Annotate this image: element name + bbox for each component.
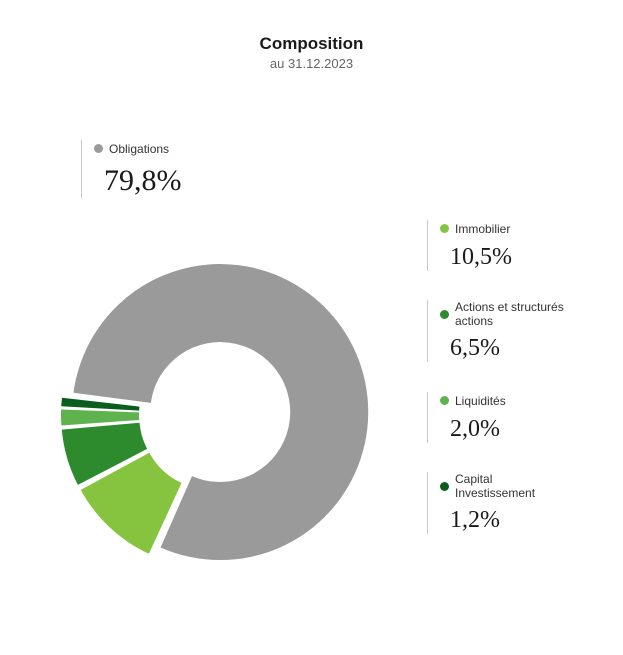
donut-slice [61,409,139,425]
legend-item: Obligations 79,8% [81,140,182,198]
legend-label: Liquidités [455,394,506,408]
legend-value: 1,2% [440,507,575,534]
legend-item: Liquidités 2,0% [427,392,506,443]
legend-swatch-icon [440,310,449,319]
legend-item: Capital Investissement 1,2% [427,472,575,534]
chart-subtitle: au 31.12.2023 [0,56,623,71]
legend-label-row: Obligations [94,140,182,158]
composition-donut-chart [57,257,373,573]
legend-item: Immobilier 10,5% [427,220,512,271]
legend-label-row: Immobilier [440,220,512,238]
chart-header: Composition au 31.12.2023 [0,0,623,71]
legend-value: 2,0% [440,416,506,443]
legend-label: Capital Investissement [455,472,575,501]
legend-value: 79,8% [94,164,182,198]
legend-value: 10,5% [440,244,512,271]
legend-swatch-icon [440,482,449,491]
legend-swatch-icon [94,144,103,153]
legend-label-row: Liquidités [440,392,506,410]
legend-swatch-icon [440,224,449,233]
chart-title: Composition [0,34,623,54]
legend-item: Actions et structurés actions 6,5% [427,300,575,362]
legend-label: Immobilier [455,222,510,236]
legend-label: Obligations [109,142,169,156]
legend-value: 6,5% [440,335,575,362]
legend-label-row: Actions et structurés actions [440,300,575,329]
legend-swatch-icon [440,396,449,405]
legend-label: Actions et structurés actions [455,300,575,329]
legend-label-row: Capital Investissement [440,472,575,501]
